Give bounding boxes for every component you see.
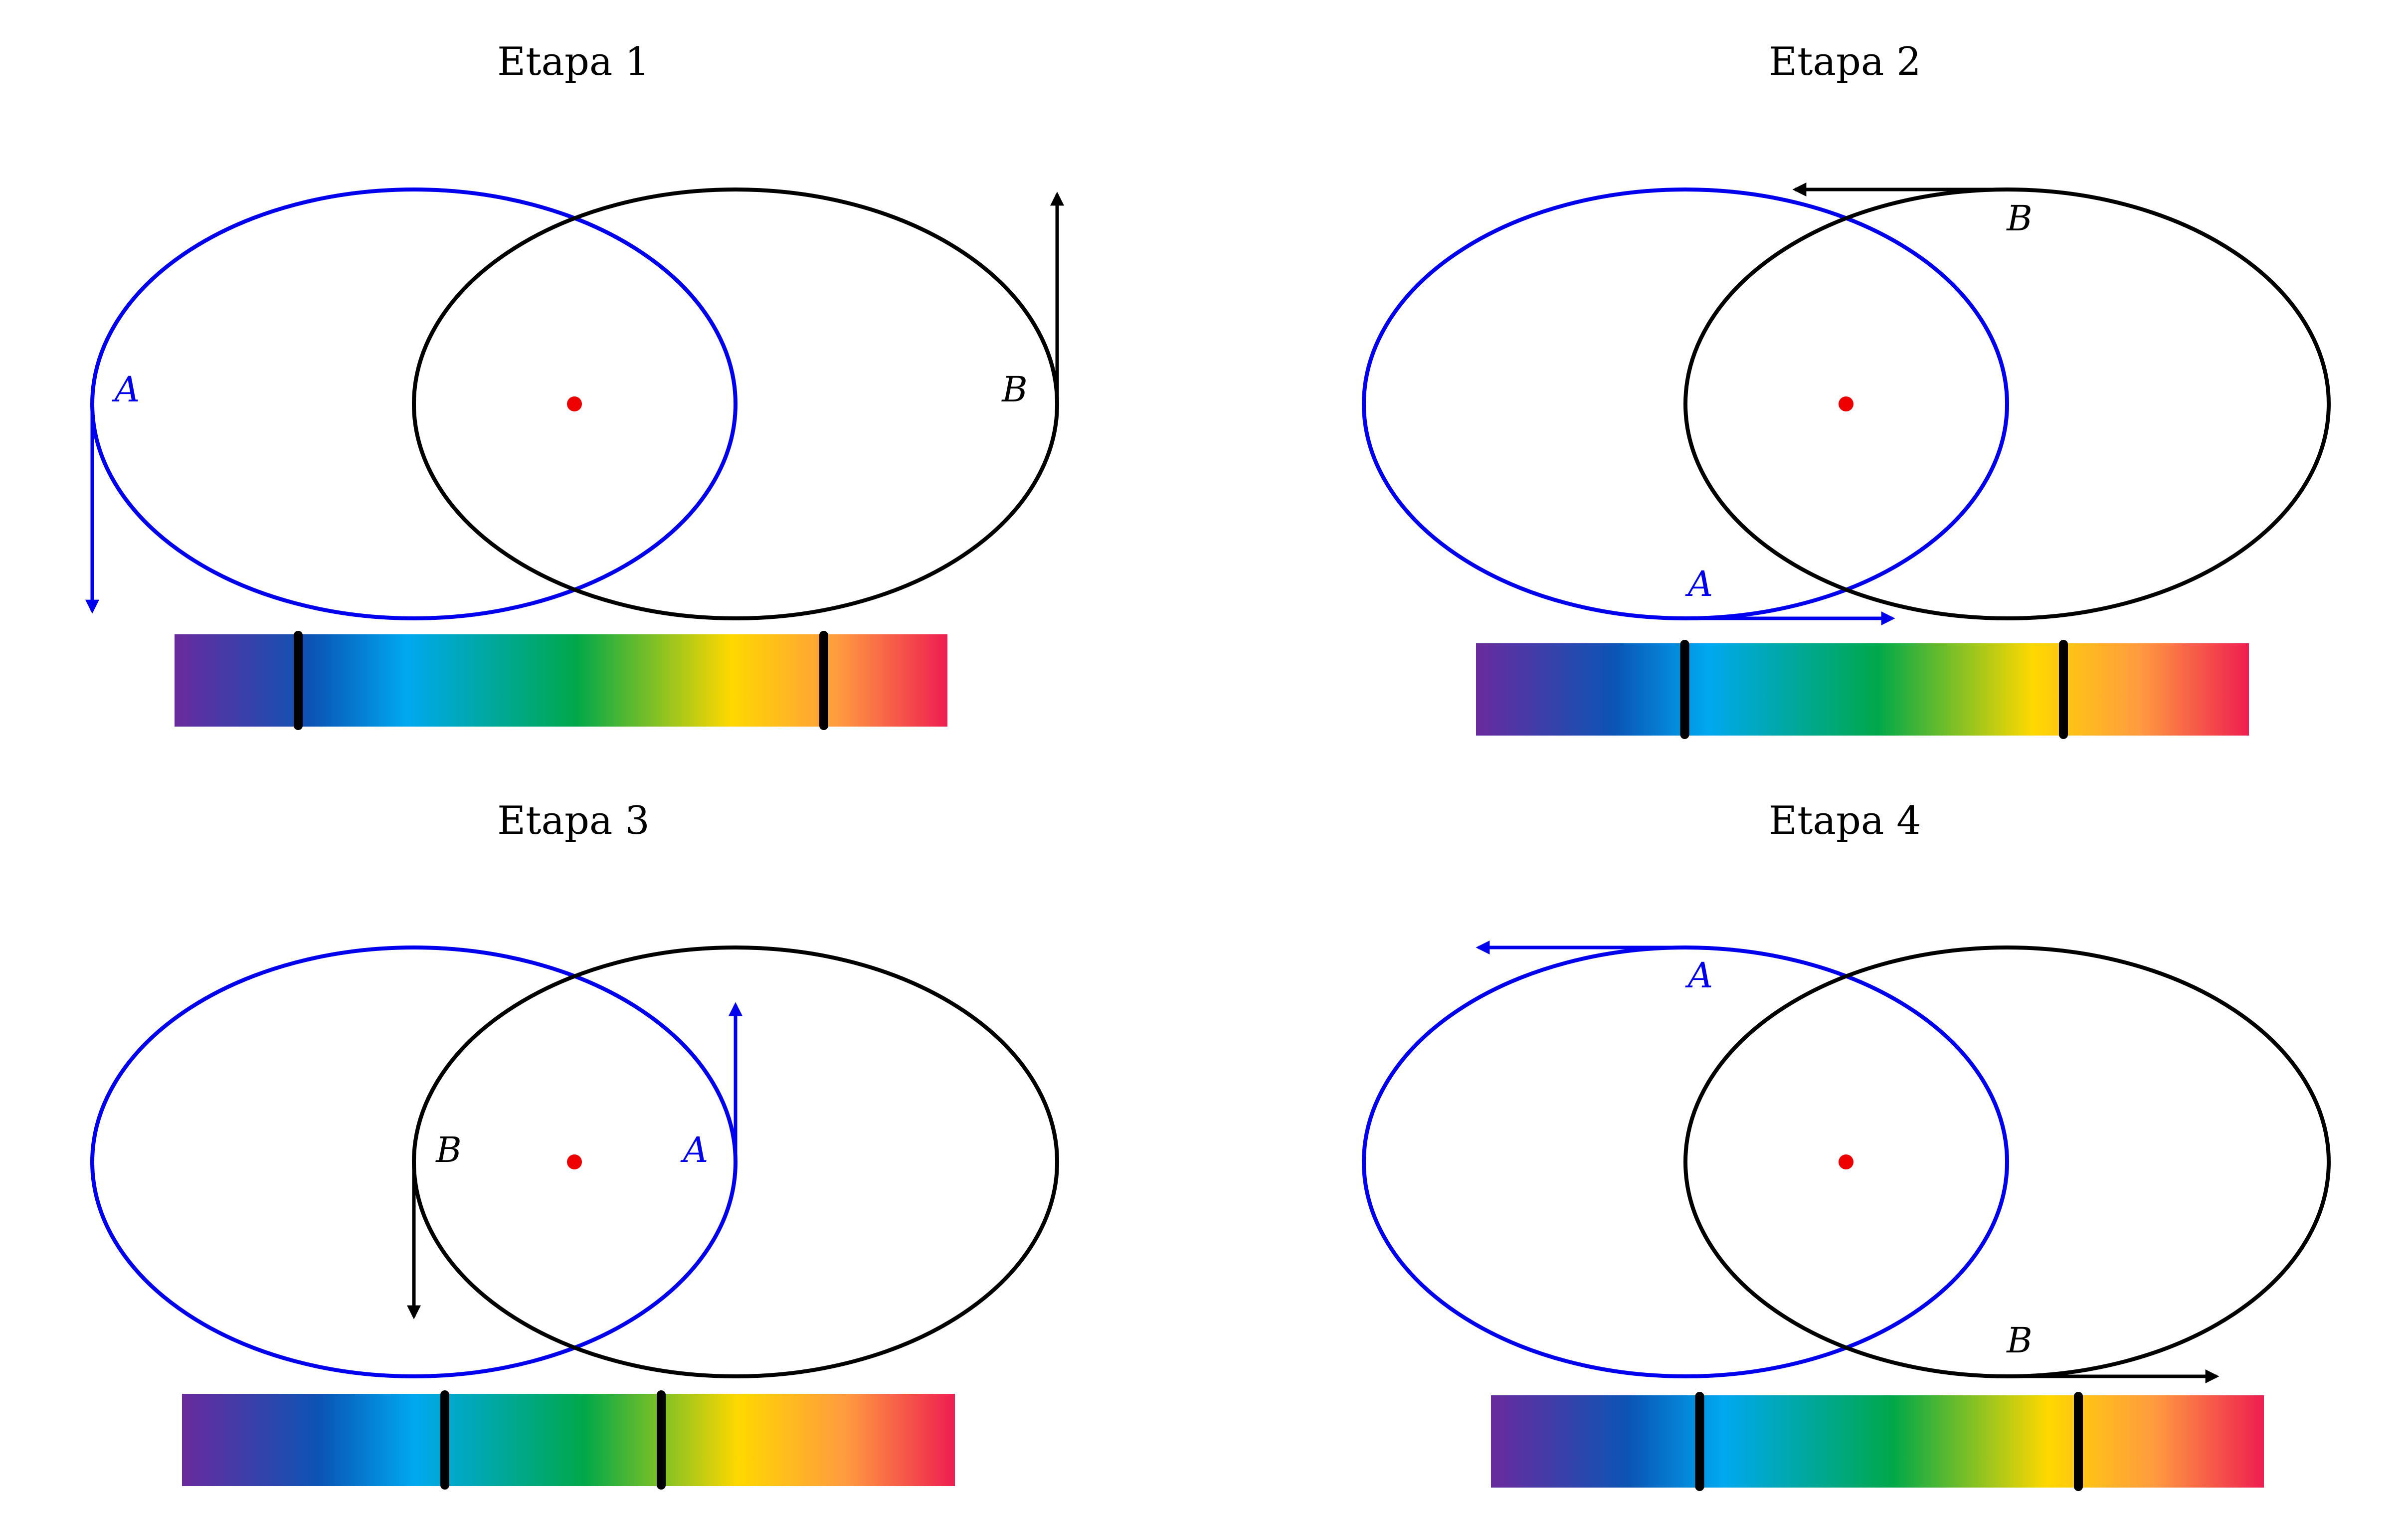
panel-3: Etapa 3 A B [90, 798, 1059, 1490]
point-label-a: A [680, 1130, 709, 1170]
spectrum-bar [1491, 1392, 2264, 1491]
panel-title: Etapa 1 [497, 39, 650, 84]
point-label-a: A [1685, 564, 1713, 604]
panel-title: Etapa 4 [1769, 798, 1921, 843]
center-dot [1839, 396, 1853, 411]
center-dot [1839, 1154, 1853, 1169]
point-label-a: A [112, 369, 140, 410]
point-label-b: B [1001, 369, 1027, 410]
spectrum-gradient [1491, 1395, 2264, 1488]
spectrum-gradient [182, 1394, 955, 1486]
panel-4: Etapa 4 A B [1362, 798, 2331, 1491]
spectrum-bar [182, 1390, 955, 1490]
panel-2: Etapa 2 A B [1362, 39, 2331, 739]
center-dot [567, 1154, 582, 1169]
spectrum-gradient [1476, 643, 2249, 736]
point-label-a: A [1685, 955, 1713, 996]
spectrum-bar [175, 631, 947, 730]
point-label-b: B [2006, 198, 2032, 239]
panel-title: Etapa 3 [497, 798, 650, 843]
panel-1: Etapa 1 A B [85, 39, 1064, 730]
point-label-b: B [2006, 1320, 2032, 1361]
center-dot [567, 396, 582, 411]
panel-title: Etapa 2 [1769, 39, 1921, 84]
spectrum-gradient [175, 634, 947, 727]
point-label-b: B [435, 1130, 461, 1170]
spectrum-bar [1476, 640, 2249, 739]
